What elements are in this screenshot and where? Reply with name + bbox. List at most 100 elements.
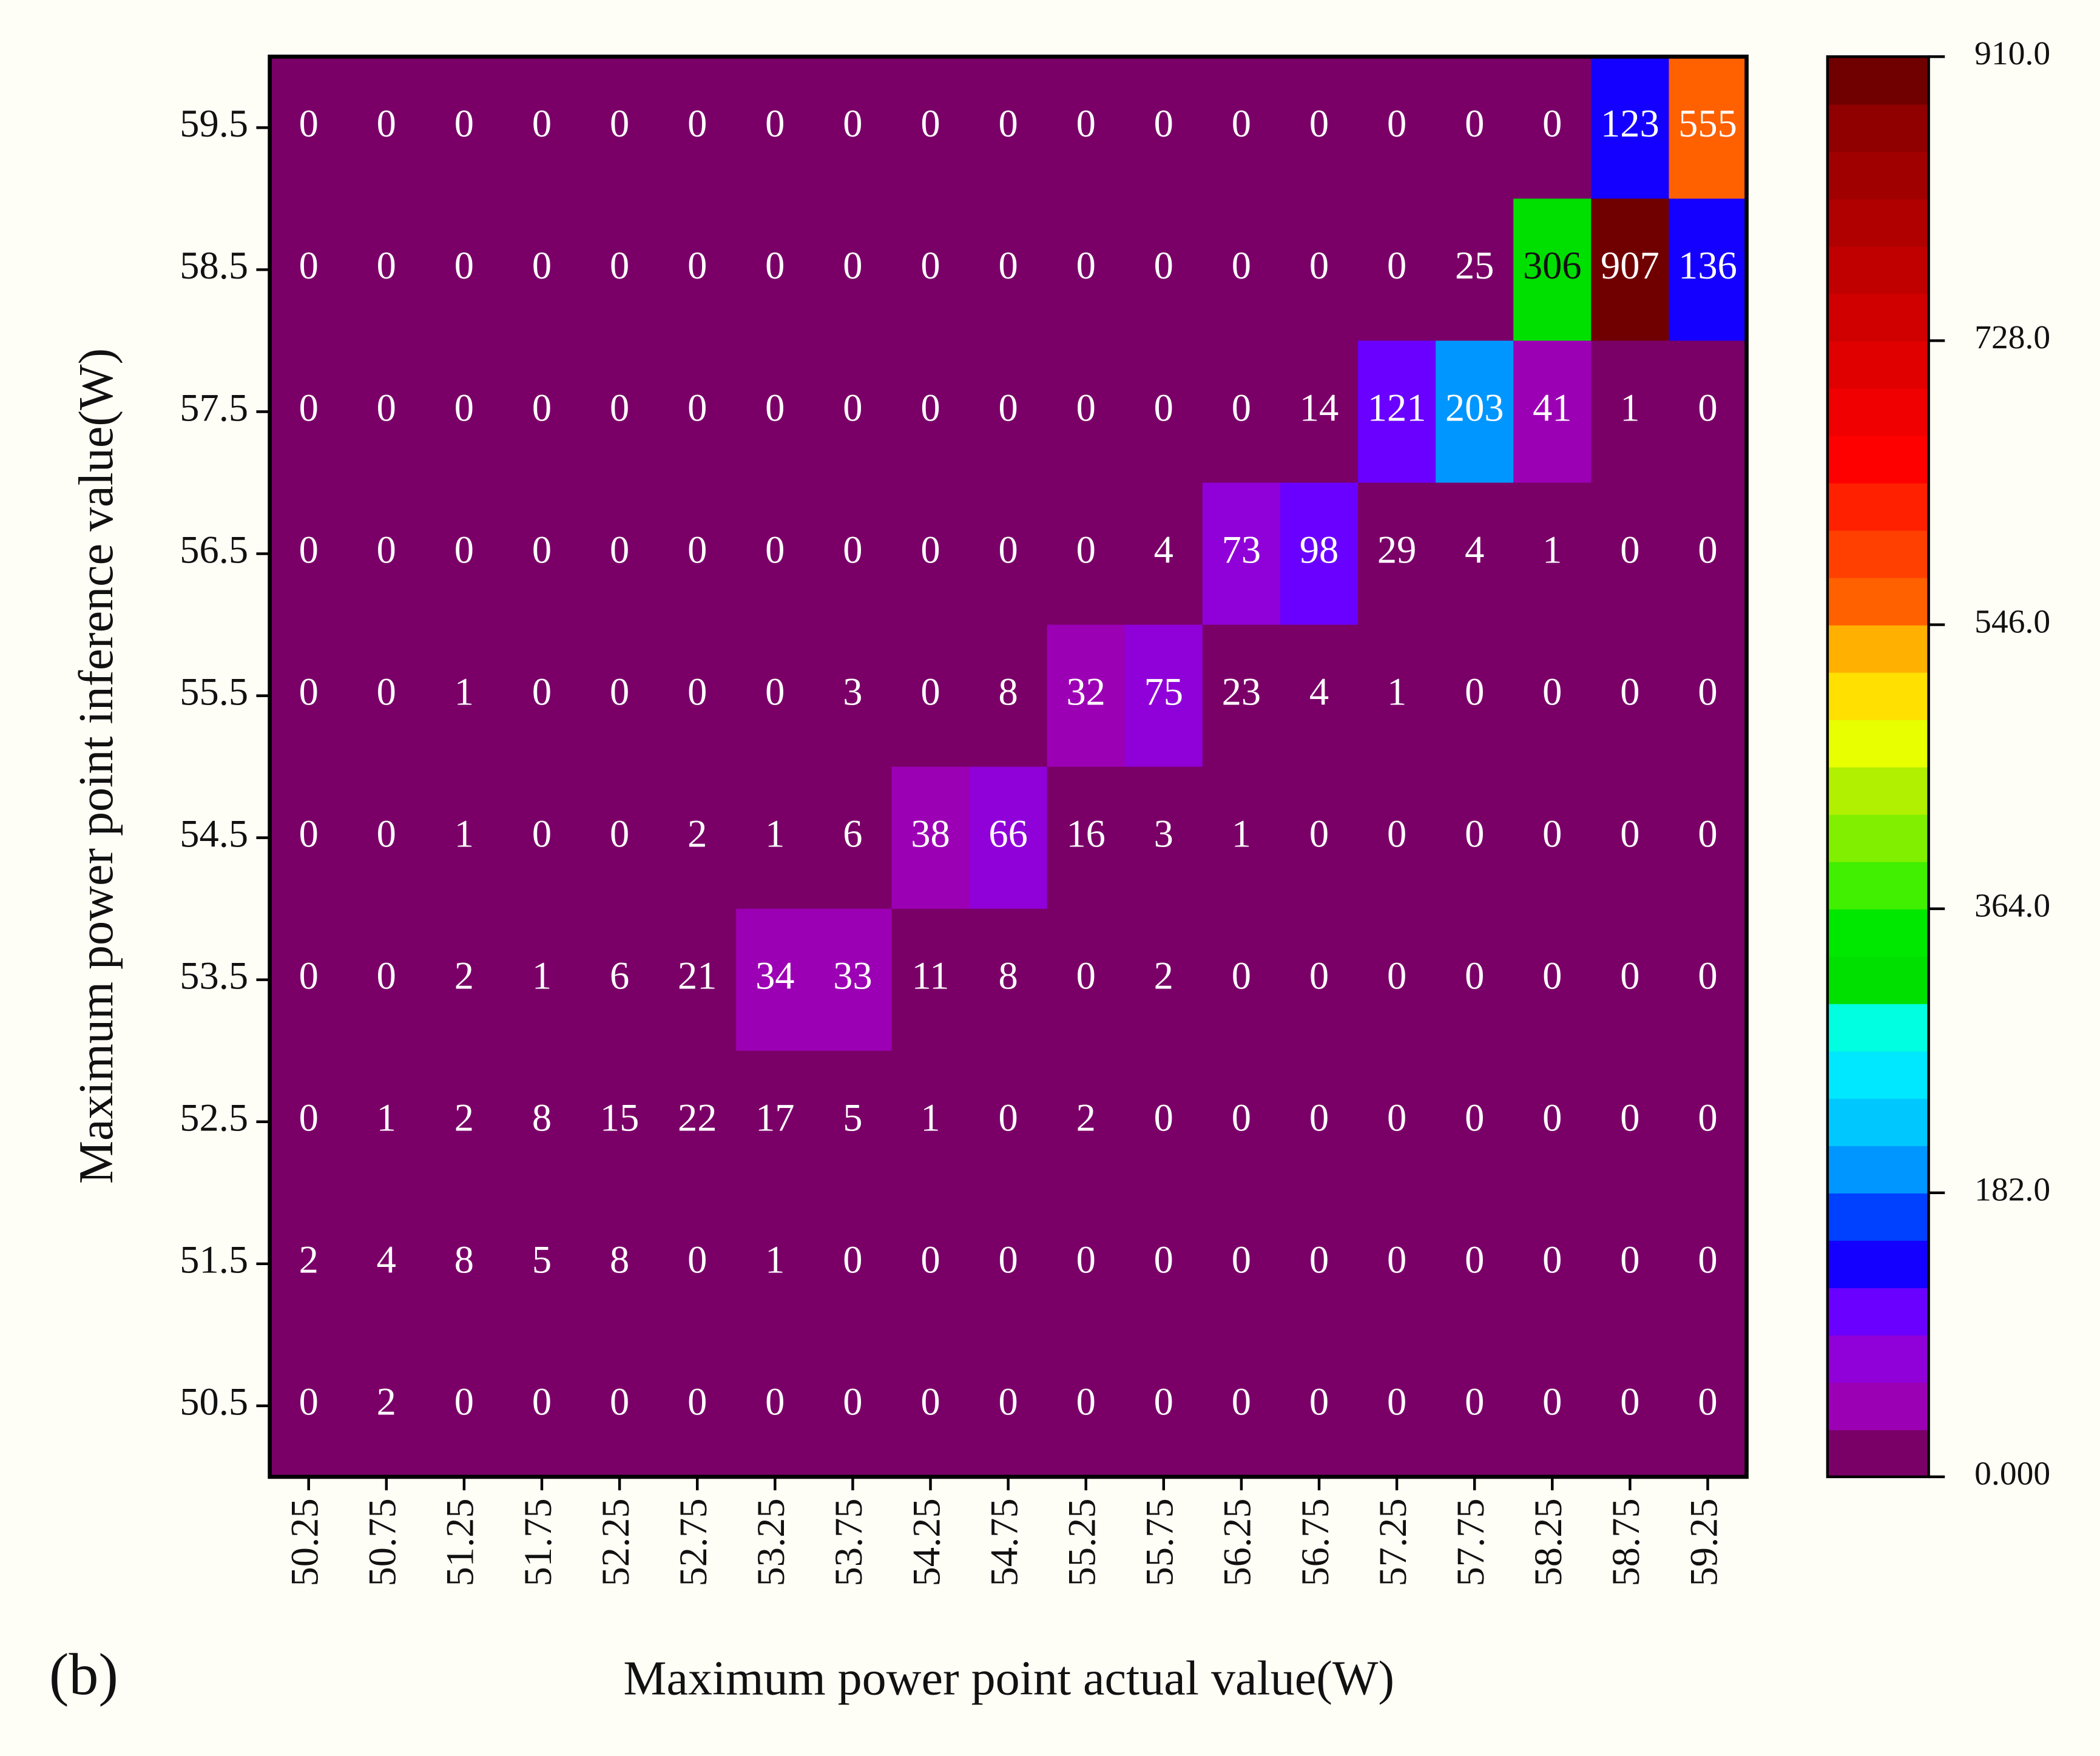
heatmap-cell [1358,1192,1437,1336]
cell-label: 0 [532,812,552,855]
cell-label: 0 [1387,102,1406,145]
cell-label: 0 [920,1380,940,1423]
heatmap-cell [814,56,893,200]
heatmap-cell [1047,1334,1126,1478]
cell-label: 0 [1698,1238,1717,1282]
cell-label: 0 [1076,528,1096,571]
heatmap-cell [425,198,504,342]
heatmap-cell [969,56,1048,200]
heatmap-cell [1513,56,1592,200]
heatmap-cell [581,340,660,484]
heatmap-cell [1669,766,1747,910]
heatmap-cell [969,198,1048,342]
heatmap-cell [1669,908,1747,1052]
heatmap-cell [1202,1192,1281,1336]
x-tick-label: 54.25 [905,1498,948,1586]
heatmap-cell [269,1192,348,1336]
cell-label: 0 [843,102,862,145]
x-tick-label: 51.75 [516,1498,559,1586]
cell-label: 0 [1309,102,1329,145]
cell-label: 73 [1222,528,1261,571]
heatmap-cell [581,1050,660,1194]
cell-label: 0 [998,528,1018,571]
cell-label: 0 [610,1380,629,1423]
heatmap-cell [969,624,1048,768]
cell-label: 0 [610,386,629,429]
cell-label: 0 [1465,1096,1484,1140]
y-tick-label: 59.5 [180,102,248,145]
cell-label: 0 [532,102,552,145]
cell-label: 29 [1377,528,1416,571]
cell-label: 0 [532,528,552,571]
cell-label: 0 [299,386,319,429]
heatmap-cell [1669,340,1747,484]
cell-label: 0 [920,244,940,287]
cell-label: 0 [1542,670,1562,713]
cell-label: 0 [299,670,319,713]
cell-label: 4 [1309,670,1329,713]
y-tick-label: 51.5 [180,1238,248,1282]
cell-label: 32 [1066,670,1105,713]
cell-label: 8 [610,1238,629,1282]
heatmap-cell [814,766,893,910]
cell-label: 0 [1154,1238,1173,1282]
cell-label: 2 [377,1380,396,1423]
cell-label: 11 [911,954,949,998]
heatmap-cell [347,56,426,200]
heatmap-cell [1436,1050,1514,1194]
cell-label: 0 [299,1380,319,1423]
cell-label: 0 [687,670,707,713]
heatmap-cell [1047,766,1126,910]
cell-label: 0 [843,244,862,287]
heatmap-cell [891,198,970,342]
heatmap-cell [1358,482,1437,626]
cell-label: 22 [678,1096,717,1140]
cell-label: 0 [1465,670,1484,713]
heatmap-cell [1513,1334,1592,1478]
cell-label: 0 [1387,1238,1406,1282]
heatmap-cell [1513,482,1592,626]
heatmap-cell [1436,1334,1514,1478]
cell-label: 3 [1154,812,1173,855]
heatmap-cell [969,1192,1048,1336]
cell-label: 0 [299,528,319,571]
heatmap-cell [1513,624,1592,768]
colorbar-tick-label: 910.0 [1974,35,2050,72]
cell-label: 907 [1601,244,1659,287]
heatmap-cell [1513,1192,1592,1336]
cell-label: 0 [1309,244,1329,287]
heatmap-cell [814,1192,893,1336]
cell-label: 0 [1698,528,1717,571]
colorbar-frame [1826,55,1930,1479]
cell-label: 0 [377,670,396,713]
y-tick-label: 53.5 [180,954,248,998]
heatmap-cell [581,766,660,910]
heatmap-cell [1358,624,1437,768]
cell-label: 0 [1542,954,1562,998]
cell-label: 1 [920,1096,940,1140]
heatmap-cell [1280,1050,1359,1194]
colorbar-band [1827,1003,1929,1052]
cell-label: 0 [1387,812,1406,855]
heatmap-cell [1513,1050,1592,1194]
cell-label: 0 [1076,102,1096,145]
cell-label: 98 [1300,528,1339,571]
heatmap-cell [814,198,893,342]
colorbar-band [1827,908,1929,957]
heatmap-cell [658,1050,737,1194]
cell-label: 1 [377,1096,396,1140]
y-tick-label: 56.5 [180,528,248,571]
colorbar-band [1827,151,1929,200]
heatmap-cell [581,482,660,626]
cell-label: 6 [610,954,629,998]
cell-label: 0 [1465,1380,1484,1423]
cell-label: 0 [1620,812,1639,855]
heatmap-cell [1047,908,1126,1052]
cell-label: 0 [1542,102,1562,145]
colorbar-band [1827,624,1929,673]
x-tick-label: 53.75 [827,1498,870,1586]
heatmap-cell [425,1050,504,1194]
heatmap-cell [1124,624,1203,768]
colorbar-band [1827,388,1929,436]
x-tick-label: 58.75 [1604,1498,1647,1586]
